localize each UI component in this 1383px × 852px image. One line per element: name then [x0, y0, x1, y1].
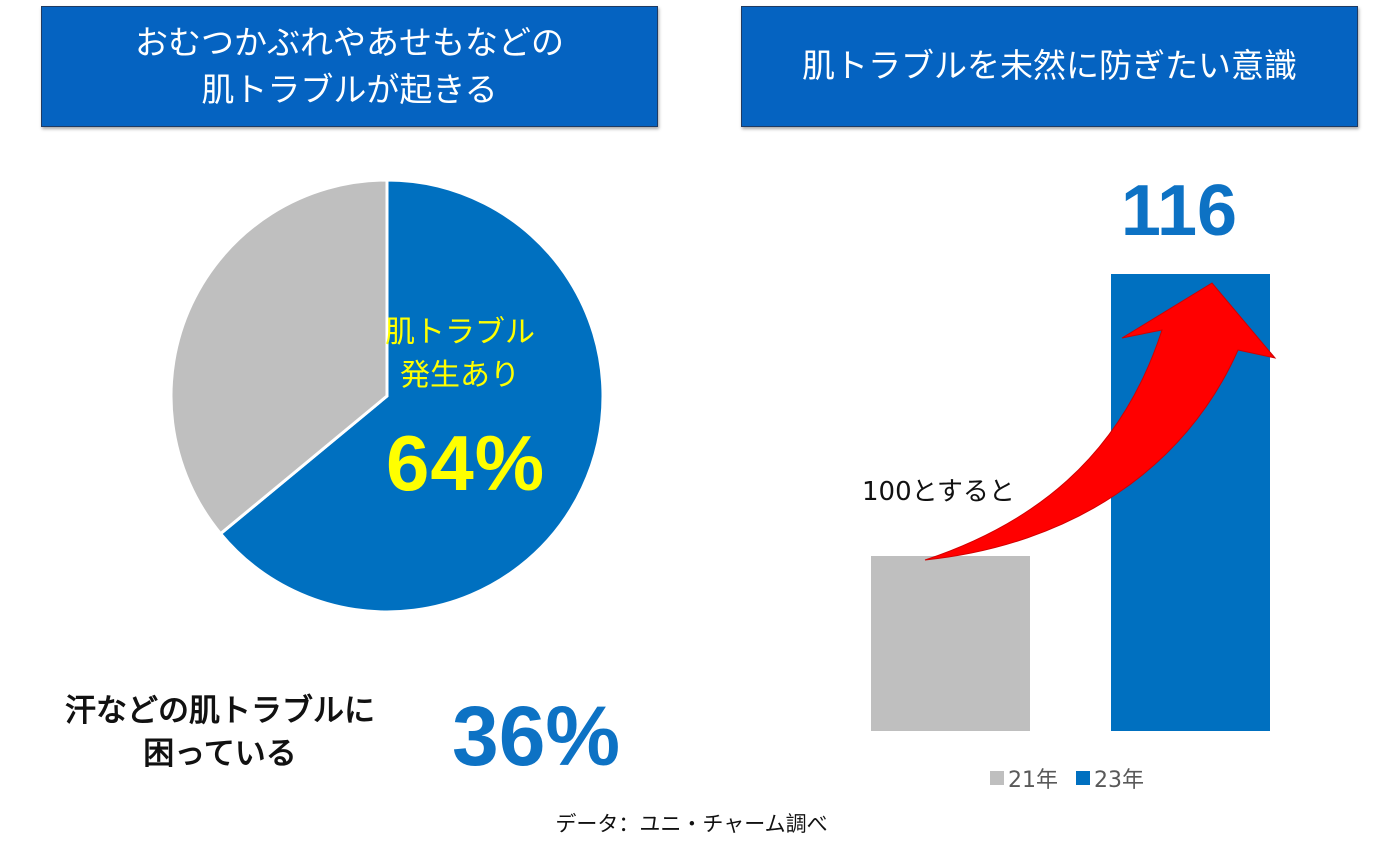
pie-slice-1: [169, 178, 389, 536]
gray-slice-note: 汗などの肌トラブルに 困っている: [40, 690, 400, 777]
legend-item-23: 23年: [1076, 762, 1144, 794]
pie-slice-0: [218, 178, 605, 614]
right-title-box: 肌トラブルを未然に防ぎたい意識: [741, 6, 1358, 127]
pie-label-line-1: 肌トラブル: [385, 315, 535, 350]
gray-note-line-1: 汗などの肌トラブルに: [65, 693, 375, 729]
legend-label-21: 21年: [1008, 768, 1058, 793]
pie-highlight-percentage: 64%: [386, 419, 546, 507]
legend-item-21: 21年: [990, 762, 1058, 794]
baseline-note: 100とすると: [862, 477, 1015, 507]
gray-slice-percentage: 36%: [452, 689, 621, 783]
left-title-line-1: おむつかぶれやあせもなどの: [135, 23, 564, 63]
pie-chart: [169, 178, 605, 614]
bar-21年: [871, 556, 1030, 731]
growth-arrow-icon: [924, 282, 1277, 561]
legend: 21年 23年: [990, 762, 1144, 794]
pie-label-line-2: 発生あり: [400, 358, 520, 393]
bar-value-label-23: 116: [1120, 171, 1238, 251]
legend-swatch-23: [1076, 771, 1090, 785]
legend-swatch-21: [990, 771, 1004, 785]
legend-label-23: 23年: [1094, 768, 1144, 793]
right-title: 肌トラブルを未然に防ぎたい意識: [802, 46, 1297, 86]
left-title-box: おむつかぶれやあせもなどの 肌トラブルが起きる: [41, 6, 658, 127]
left-title-line-2: 肌トラブルが起きる: [201, 69, 498, 109]
source-note: データ：ユニ・チャーム調べ: [555, 812, 828, 836]
gray-note-line-2: 困っている: [143, 736, 297, 773]
